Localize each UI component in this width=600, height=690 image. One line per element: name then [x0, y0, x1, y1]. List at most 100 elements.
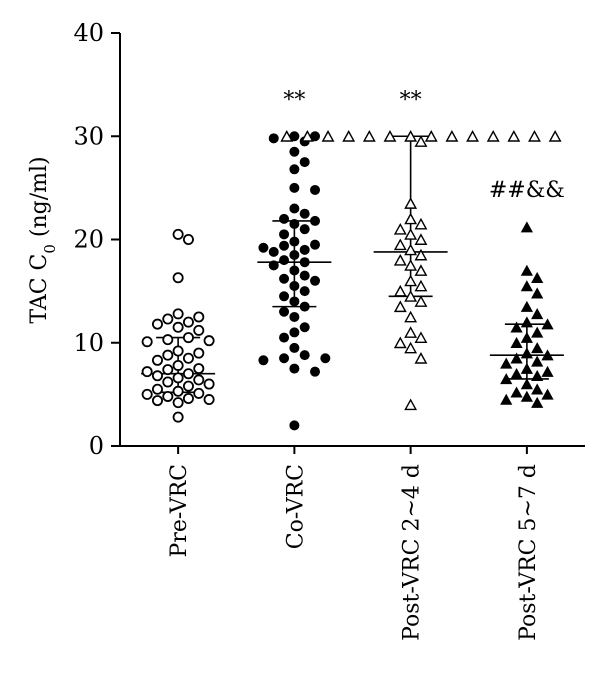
data-point — [531, 287, 544, 299]
data-point — [279, 332, 290, 343]
data-point — [299, 157, 310, 168]
data-point — [268, 133, 279, 144]
y-axis-title-group: TAC C0 (ng/ml) — [27, 156, 59, 323]
data-point — [414, 233, 428, 245]
data-point — [289, 280, 300, 291]
data-point — [162, 390, 174, 402]
y-tick-label: 10 — [73, 329, 104, 357]
data-point — [279, 353, 290, 364]
data-point — [310, 215, 321, 226]
y-tick-label: 40 — [73, 19, 104, 47]
data-point — [510, 352, 523, 364]
data-point — [279, 240, 290, 251]
data-point — [486, 130, 500, 142]
data-point — [310, 131, 321, 142]
data-point — [289, 363, 300, 374]
data-point — [500, 357, 513, 369]
data-point — [414, 295, 428, 307]
data-point — [172, 359, 184, 371]
data-point — [541, 318, 554, 330]
data-point — [393, 300, 407, 313]
y-axis-title-subscript: 0 — [41, 244, 59, 254]
data-point — [520, 390, 533, 402]
data-point — [151, 395, 163, 407]
data-point — [289, 182, 300, 193]
y-ticks: 0 10 20 30 40 — [73, 19, 120, 460]
data-point — [193, 387, 205, 399]
data-point — [299, 224, 310, 235]
data-point — [162, 313, 174, 325]
data-point — [268, 260, 279, 271]
data-point — [414, 135, 428, 147]
data-point — [258, 242, 269, 253]
data-point — [393, 336, 407, 349]
data-point — [279, 306, 290, 317]
data-point — [404, 243, 418, 256]
data-point — [520, 362, 533, 374]
data-point — [203, 378, 215, 390]
data-point — [280, 130, 294, 142]
data-point — [520, 264, 533, 276]
data-point — [310, 239, 321, 250]
summary-lines — [141, 135, 564, 394]
data-point — [404, 259, 418, 271]
data-point — [541, 349, 554, 361]
data-point — [414, 217, 428, 230]
data-point — [310, 366, 321, 377]
y-tick-label: 20 — [73, 226, 104, 254]
data-point — [520, 316, 533, 328]
data-point — [289, 146, 300, 157]
data-point — [321, 130, 335, 142]
data-point — [182, 393, 194, 405]
data-point — [299, 322, 310, 333]
data-point — [172, 345, 184, 357]
data-point — [182, 316, 194, 328]
data-point — [172, 272, 184, 284]
data-point — [289, 265, 300, 276]
data-point — [510, 367, 523, 379]
data-point — [404, 212, 418, 225]
data-point — [414, 264, 428, 276]
data-point — [182, 368, 194, 380]
data-point — [393, 222, 407, 235]
data-point — [151, 318, 163, 330]
significance-annotation: ** — [400, 88, 422, 113]
data-point — [404, 130, 418, 142]
data-point — [193, 311, 205, 323]
data-point — [541, 388, 554, 400]
data-point — [362, 130, 376, 142]
y-axis-title-main: TAC C — [27, 254, 52, 324]
data-point — [299, 270, 310, 281]
data-point — [507, 130, 521, 142]
data-point — [393, 284, 407, 297]
y-axis-title: TAC C0 (ng/ml) — [27, 156, 59, 323]
data-point — [404, 310, 418, 323]
data-point — [172, 411, 184, 423]
data-point — [520, 378, 533, 390]
data-point — [289, 203, 300, 214]
data-point — [299, 301, 310, 312]
data-point — [342, 130, 356, 142]
data-points — [141, 130, 562, 431]
data-point — [162, 349, 174, 361]
category-labels: Pre-VRC Co-VRC Post-VRC 2~4 d Post-VRC 5~7 … — [167, 446, 541, 641]
data-point — [414, 331, 428, 344]
data-point — [531, 308, 544, 320]
data-point — [162, 334, 174, 346]
data-point — [172, 372, 184, 384]
data-point — [141, 336, 153, 348]
data-point — [289, 249, 300, 260]
data-point — [510, 386, 523, 398]
data-point — [268, 246, 279, 257]
y-tick-label: 30 — [73, 122, 104, 150]
data-point — [299, 286, 310, 297]
data-point — [289, 236, 300, 247]
data-point — [520, 347, 533, 359]
data-point — [172, 308, 184, 320]
data-point — [404, 326, 418, 338]
data-point — [279, 291, 290, 302]
data-point — [383, 130, 397, 142]
data-point — [393, 238, 407, 251]
data-point — [531, 383, 544, 395]
